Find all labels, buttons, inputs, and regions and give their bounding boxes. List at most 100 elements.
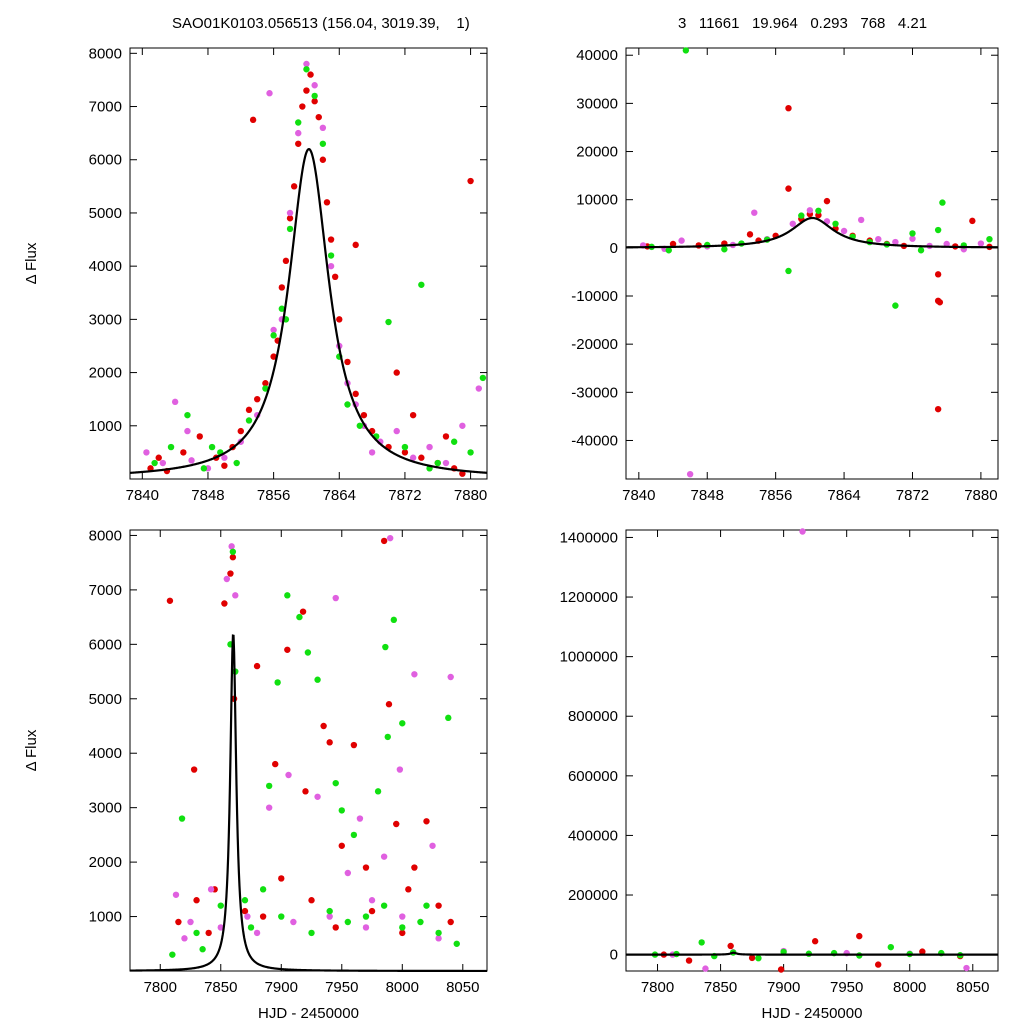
data-point-red	[262, 380, 269, 387]
data-point-magenta	[327, 262, 335, 270]
y-tick-label: 2000	[89, 365, 122, 382]
y-tick-label: 3000	[89, 800, 122, 817]
data-point-magenta	[806, 207, 814, 214]
y-tick-label: 4000	[89, 258, 122, 275]
y-tick-label: -30000	[571, 384, 618, 401]
data-point-magenta	[362, 924, 370, 931]
data-point-green	[319, 140, 327, 147]
data-point-green	[326, 907, 333, 915]
data-point-red	[934, 271, 942, 278]
data-point-magenta	[840, 227, 848, 235]
x-tick-label: 7800	[641, 979, 674, 996]
y-tick-label: -10000	[571, 288, 618, 305]
data-point-magenta	[409, 454, 417, 461]
data-point-red	[193, 897, 200, 904]
data-point-red	[385, 701, 393, 708]
data-point-magenta	[442, 459, 450, 467]
data-point-green	[479, 374, 487, 382]
data-point-green	[296, 613, 303, 621]
data-point-red	[934, 405, 942, 413]
data-point-magenta	[244, 913, 251, 920]
data-point-magenta	[875, 235, 882, 243]
fit-curve	[626, 216, 998, 249]
data-point-red	[286, 215, 294, 222]
data-point-red	[380, 537, 388, 545]
data-point-green	[385, 318, 392, 326]
data-point-magenta	[977, 240, 985, 247]
data-point-green	[909, 230, 916, 237]
x-tick-label: 7856	[759, 487, 792, 504]
x-tick-label: 7900	[767, 979, 800, 996]
data-point-red	[270, 353, 277, 360]
data-point-red	[278, 875, 285, 882]
data-point-magenta	[143, 449, 150, 456]
data-point-green	[434, 459, 441, 467]
data-point-red	[311, 98, 318, 105]
data-point-red	[299, 608, 307, 615]
y-tick-label: 5000	[89, 691, 122, 708]
y-tick-label: 1000	[89, 418, 122, 435]
plot-frame	[625, 47, 999, 480]
data-point-magenta	[963, 964, 970, 972]
data-point-magenta	[368, 449, 376, 456]
data-point-green	[892, 302, 899, 309]
data-point-green	[270, 332, 277, 339]
data-point-red	[299, 103, 306, 110]
data-point-magenta	[356, 815, 364, 822]
data-point-magenta	[286, 209, 294, 217]
data-point-green	[682, 47, 690, 54]
data-point-green	[284, 592, 291, 599]
data-point-magenta	[172, 891, 180, 898]
data-point-magenta	[429, 842, 436, 849]
data-point-green	[199, 946, 206, 953]
data-point-green	[755, 954, 762, 962]
data-point-magenta	[799, 528, 806, 535]
y-tick-label: -20000	[571, 336, 618, 353]
data-point-magenta	[380, 853, 388, 860]
data-point-red	[180, 449, 187, 456]
x-tick-label: 7872	[388, 487, 421, 504]
data-point-red	[350, 741, 358, 749]
data-point-green	[986, 235, 993, 243]
data-point-magenta	[207, 886, 215, 893]
data-point-red	[393, 820, 400, 828]
data-point-red	[435, 902, 442, 909]
data-point-red	[969, 217, 976, 225]
y-tick-label: 800000	[568, 708, 618, 725]
data-point-red	[326, 739, 333, 746]
y-tick-label: 1200000	[560, 589, 618, 606]
x-tick-label: 8000	[386, 979, 419, 996]
data-point-red	[254, 395, 261, 403]
data-point-green	[217, 902, 224, 909]
y-tick-label: 2000	[89, 854, 122, 871]
y-tick-label: 1400000	[560, 529, 618, 546]
data-point-magenta	[789, 220, 796, 227]
data-point-red	[284, 646, 291, 653]
data-point-red	[362, 864, 370, 871]
data-point-magenta	[435, 935, 442, 942]
x-tick-label: 7850	[204, 979, 237, 996]
plot-frame	[129, 47, 488, 480]
data-point-red	[308, 897, 315, 904]
data-point-green	[917, 247, 925, 254]
data-point-green	[785, 267, 792, 275]
data-point-red	[777, 966, 785, 973]
y-tick-label: 0	[610, 240, 618, 257]
data-point-red	[227, 570, 234, 577]
data-point-magenta	[188, 457, 195, 464]
x-tick-label: 7880	[454, 487, 487, 504]
data-point-magenta	[386, 534, 394, 542]
data-point-red	[785, 104, 792, 112]
data-point-red	[302, 788, 309, 795]
data-point-magenta	[290, 918, 297, 926]
data-point-magenta	[270, 326, 277, 334]
x-tick-label: 8000	[893, 979, 926, 996]
data-point-green	[798, 212, 805, 219]
data-point-green	[311, 92, 318, 100]
data-point-green	[399, 720, 406, 727]
data-point-red	[221, 600, 228, 607]
data-point-magenta	[393, 427, 400, 435]
data-point-green	[362, 913, 370, 920]
data-point-magenta	[266, 90, 273, 97]
data-point-magenta	[228, 543, 235, 550]
